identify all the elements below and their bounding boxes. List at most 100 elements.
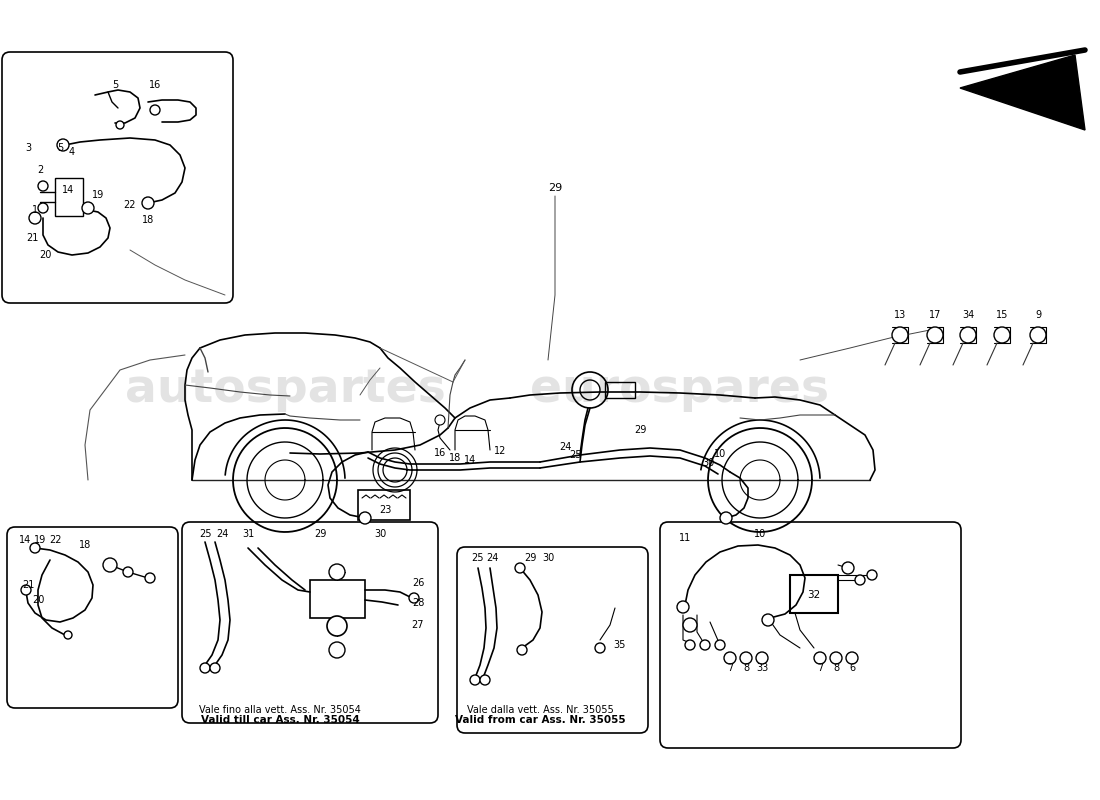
Text: 9: 9 [1035,310,1041,320]
Circle shape [867,570,877,580]
Text: 28: 28 [411,598,425,608]
Text: 14: 14 [464,455,476,465]
Circle shape [994,327,1010,343]
Text: Vale dalla vett. Ass. Nr. 35055: Vale dalla vett. Ass. Nr. 35055 [466,705,614,715]
Text: 7: 7 [817,663,823,673]
Circle shape [715,640,725,650]
Circle shape [29,212,41,224]
Circle shape [200,663,210,673]
Circle shape [123,567,133,577]
Text: 31: 31 [242,529,254,539]
Bar [358,490,410,520]
Circle shape [1030,327,1046,343]
Text: 17: 17 [928,310,942,320]
Circle shape [150,105,160,115]
Circle shape [830,652,842,664]
Text: autospartes: autospartes [124,367,446,413]
Bar [790,575,838,613]
Text: 7: 7 [727,663,733,673]
Circle shape [676,601,689,613]
Circle shape [720,512,732,524]
Circle shape [814,652,826,664]
Text: Valid from car Ass. Nr. 35055: Valid from car Ass. Nr. 35055 [454,715,625,725]
Text: 20: 20 [39,250,52,260]
Text: 29: 29 [524,553,536,563]
Text: 30: 30 [702,458,714,468]
Text: 4: 4 [69,147,75,157]
Circle shape [39,181,48,191]
Text: 20: 20 [32,595,44,605]
Bar [310,580,365,618]
Text: 5: 5 [57,143,63,153]
Circle shape [515,563,525,573]
Text: 29: 29 [314,529,327,539]
Text: 6: 6 [849,663,855,673]
FancyBboxPatch shape [7,527,178,708]
Text: 8: 8 [833,663,839,673]
Text: 23: 23 [378,505,392,515]
Text: 15: 15 [996,310,1009,320]
Circle shape [756,652,768,664]
Text: 29: 29 [634,425,646,435]
Circle shape [329,564,345,580]
Text: 22: 22 [123,200,136,210]
Text: 2: 2 [37,165,43,175]
Text: 35: 35 [614,640,626,650]
Text: 30: 30 [374,529,386,539]
FancyBboxPatch shape [660,522,961,748]
Text: 34: 34 [961,310,975,320]
Text: 11: 11 [679,533,691,543]
Circle shape [855,575,865,585]
Circle shape [724,652,736,664]
Circle shape [39,203,48,213]
Text: 8: 8 [742,663,749,673]
Text: Vale fino alla vett. Ass. Nr. 35054: Vale fino alla vett. Ass. Nr. 35054 [199,705,361,715]
Text: 21: 21 [25,233,39,243]
Text: 14: 14 [62,185,74,195]
Bar [55,178,82,216]
Text: 27: 27 [411,620,425,630]
FancyBboxPatch shape [182,522,438,723]
Text: 24: 24 [486,553,498,563]
Circle shape [846,652,858,664]
Text: 24: 24 [559,442,571,452]
Polygon shape [960,55,1085,130]
Circle shape [762,614,774,626]
Text: 26: 26 [411,578,425,588]
Text: 19: 19 [34,535,46,545]
Text: 10: 10 [714,449,726,459]
Circle shape [327,616,346,636]
Text: Valid till car Ass. Nr. 35054: Valid till car Ass. Nr. 35054 [200,715,360,725]
Circle shape [685,640,695,650]
Text: 12: 12 [494,446,506,456]
Text: 13: 13 [894,310,906,320]
Text: eurospares: eurospares [530,367,829,413]
Text: 32: 32 [807,590,821,600]
Circle shape [740,652,752,664]
Text: 16: 16 [148,80,161,90]
Text: 30: 30 [542,553,554,563]
Text: 18: 18 [79,540,91,550]
FancyBboxPatch shape [2,52,233,303]
Text: 19: 19 [92,190,104,200]
Text: 24: 24 [216,529,228,539]
Text: 25: 25 [569,450,581,460]
Text: 10: 10 [754,529,766,539]
Circle shape [57,139,69,151]
Circle shape [409,593,419,603]
Circle shape [142,197,154,209]
Text: 14: 14 [19,535,31,545]
Text: 3: 3 [25,143,31,153]
Circle shape [103,558,117,572]
Text: 29: 29 [548,183,562,193]
Text: 33: 33 [756,663,768,673]
Circle shape [683,618,697,632]
Circle shape [700,640,710,650]
Circle shape [434,415,446,425]
Circle shape [30,543,40,553]
Circle shape [329,642,345,658]
Text: 18: 18 [142,215,154,225]
Circle shape [145,573,155,583]
Circle shape [842,562,854,574]
Circle shape [892,327,907,343]
